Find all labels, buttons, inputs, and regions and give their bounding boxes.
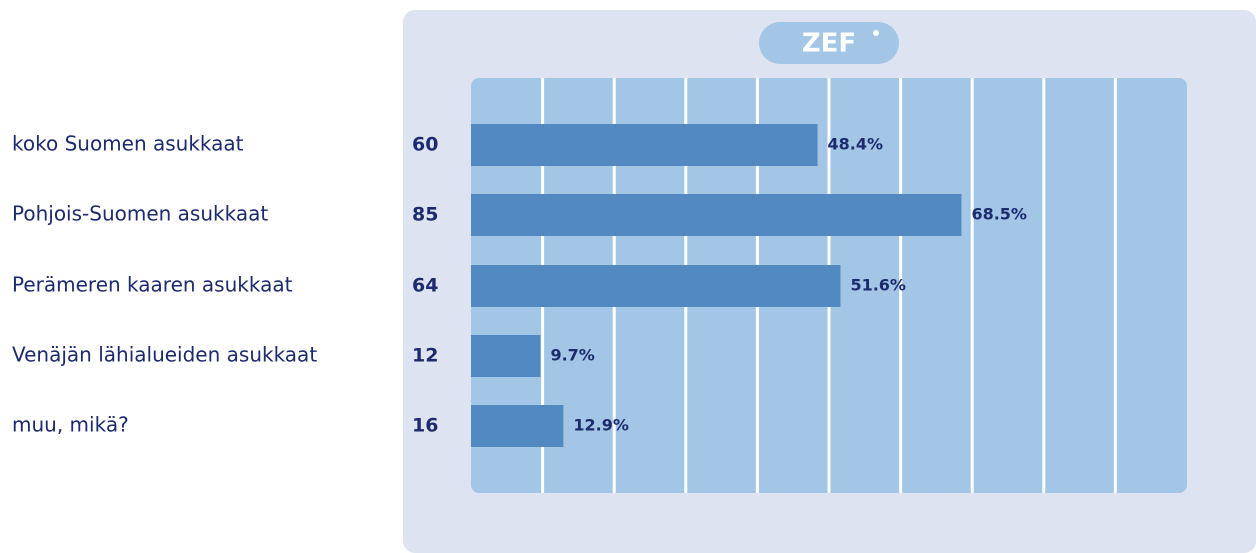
category-label: koko Suomen asukkaat [12, 132, 244, 156]
bar [471, 124, 818, 166]
value-label: 68.5% [971, 205, 1027, 224]
count-label: 12 [412, 345, 438, 367]
category-label: Venäjän lähialueiden asukkaat [12, 343, 317, 367]
bar [471, 265, 841, 307]
category-label: Pohjois-Suomen asukkaat [12, 202, 268, 226]
bar [471, 335, 541, 377]
category-label: muu, mikä? [12, 413, 129, 437]
value-label: 48.4% [828, 135, 884, 154]
count-label: 16 [412, 415, 438, 437]
bar [471, 194, 962, 236]
category-label: Perämeren kaaren asukkaat [12, 273, 293, 297]
value-label: 12.9% [573, 416, 629, 435]
logo-mark [873, 30, 879, 36]
logo-pill [759, 22, 899, 64]
bar [471, 405, 564, 447]
value-label: 9.7% [550, 346, 594, 365]
value-label: 51.6% [850, 276, 906, 295]
count-label: 85 [412, 204, 438, 226]
logo: ZEF [802, 29, 856, 59]
count-label: 64 [412, 275, 438, 297]
count-label: 60 [412, 134, 438, 156]
